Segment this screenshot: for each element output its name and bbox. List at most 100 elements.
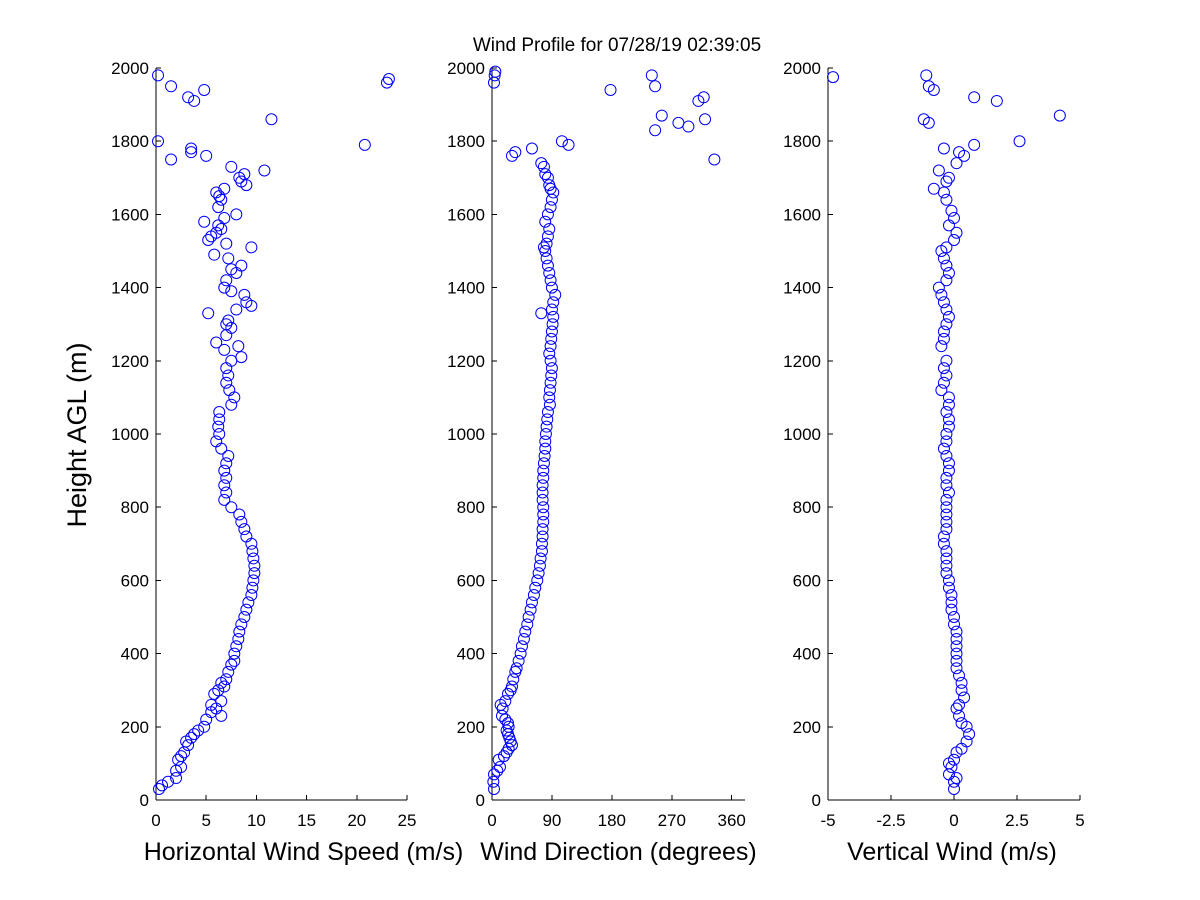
y-tick-label: 400 [457, 645, 485, 664]
data-point [937, 530, 950, 543]
data-point [940, 259, 953, 272]
data-point [940, 523, 953, 536]
data-point [210, 336, 223, 349]
data-point [942, 420, 955, 433]
data-point [547, 186, 560, 199]
data-point [501, 687, 514, 700]
data-point [215, 223, 228, 236]
data-point [220, 673, 233, 686]
data-point [235, 618, 248, 631]
data-point [522, 611, 535, 623]
y-tick-label: 1400 [447, 279, 485, 298]
data-point [541, 171, 554, 184]
data-point [604, 83, 617, 96]
data-point [242, 596, 255, 609]
data-point [540, 252, 553, 265]
y-tick-label: 1600 [783, 205, 821, 224]
data-point [950, 632, 963, 645]
data-point [545, 281, 558, 294]
y-tick-label: 400 [793, 645, 821, 664]
data-point [225, 658, 238, 671]
data-point [233, 625, 246, 638]
data-point [935, 384, 948, 397]
data-point [932, 281, 945, 294]
data-point [501, 717, 514, 730]
data-point [238, 611, 251, 623]
x-tick-label: -5 [820, 811, 835, 830]
data-point [958, 149, 971, 162]
data-point [185, 731, 198, 744]
data-point [1053, 109, 1066, 122]
data-point [198, 215, 211, 228]
data-point [240, 530, 253, 543]
data-point [246, 581, 259, 594]
data-point [945, 761, 958, 774]
data-point [922, 116, 935, 129]
data-point [536, 523, 549, 536]
y-tick-label: 1200 [447, 352, 485, 371]
data-point [940, 508, 953, 521]
data-point [950, 226, 963, 239]
data-point [223, 384, 236, 397]
x-tick-label: -2.5 [876, 811, 905, 830]
data-point [220, 376, 233, 389]
x-axis-label: Vertical Wind (m/s) [847, 838, 1057, 866]
data-point [543, 384, 556, 397]
data-point [247, 574, 260, 587]
y-tick-label: 600 [457, 571, 485, 590]
data-point [937, 325, 950, 338]
data-point [228, 391, 241, 404]
data-point [953, 669, 966, 682]
data-point [188, 728, 201, 741]
data-point [527, 589, 540, 602]
data-point [497, 750, 510, 763]
x-tick-label: 25 [398, 811, 417, 830]
x-tick-label: 15 [297, 811, 316, 830]
data-point [245, 241, 258, 254]
data-point [940, 515, 953, 528]
data-point [502, 720, 515, 733]
data-point [942, 413, 955, 426]
data-point [175, 750, 188, 763]
data-point [192, 724, 205, 737]
data-point [165, 80, 178, 93]
data-point [940, 471, 953, 484]
data-point [240, 296, 253, 309]
data-point [220, 237, 233, 250]
y-tick-label: 0 [812, 791, 821, 810]
data-point [940, 354, 953, 367]
data-point [212, 420, 225, 433]
data-point [220, 486, 233, 499]
x-tick-label: 90 [542, 811, 561, 830]
data-point [942, 398, 955, 411]
data-point [937, 376, 950, 389]
y-tick-label: 1000 [111, 425, 149, 444]
data-point [555, 135, 568, 148]
data-point [940, 435, 953, 448]
data-point [230, 208, 243, 221]
data-point [222, 252, 235, 265]
data-point [958, 691, 971, 704]
y-tick-label: 0 [476, 791, 485, 810]
data-point [937, 186, 950, 199]
data-point [940, 493, 953, 506]
data-point [937, 142, 950, 155]
data-point [487, 783, 500, 796]
data-point [540, 237, 553, 250]
data-point [222, 369, 235, 382]
data-point [539, 435, 552, 448]
data-point [940, 552, 953, 565]
data-point [940, 274, 953, 287]
data-point [225, 354, 238, 367]
data-point [212, 684, 225, 697]
data-point [953, 709, 966, 722]
data-point [515, 640, 528, 653]
data-point [963, 728, 976, 741]
data-point [536, 479, 549, 492]
y-tick-label: 1400 [783, 279, 821, 298]
data-point [233, 508, 246, 521]
data-point [213, 190, 226, 203]
data-point [937, 332, 950, 345]
data-point [545, 303, 558, 316]
data-point [188, 94, 201, 107]
